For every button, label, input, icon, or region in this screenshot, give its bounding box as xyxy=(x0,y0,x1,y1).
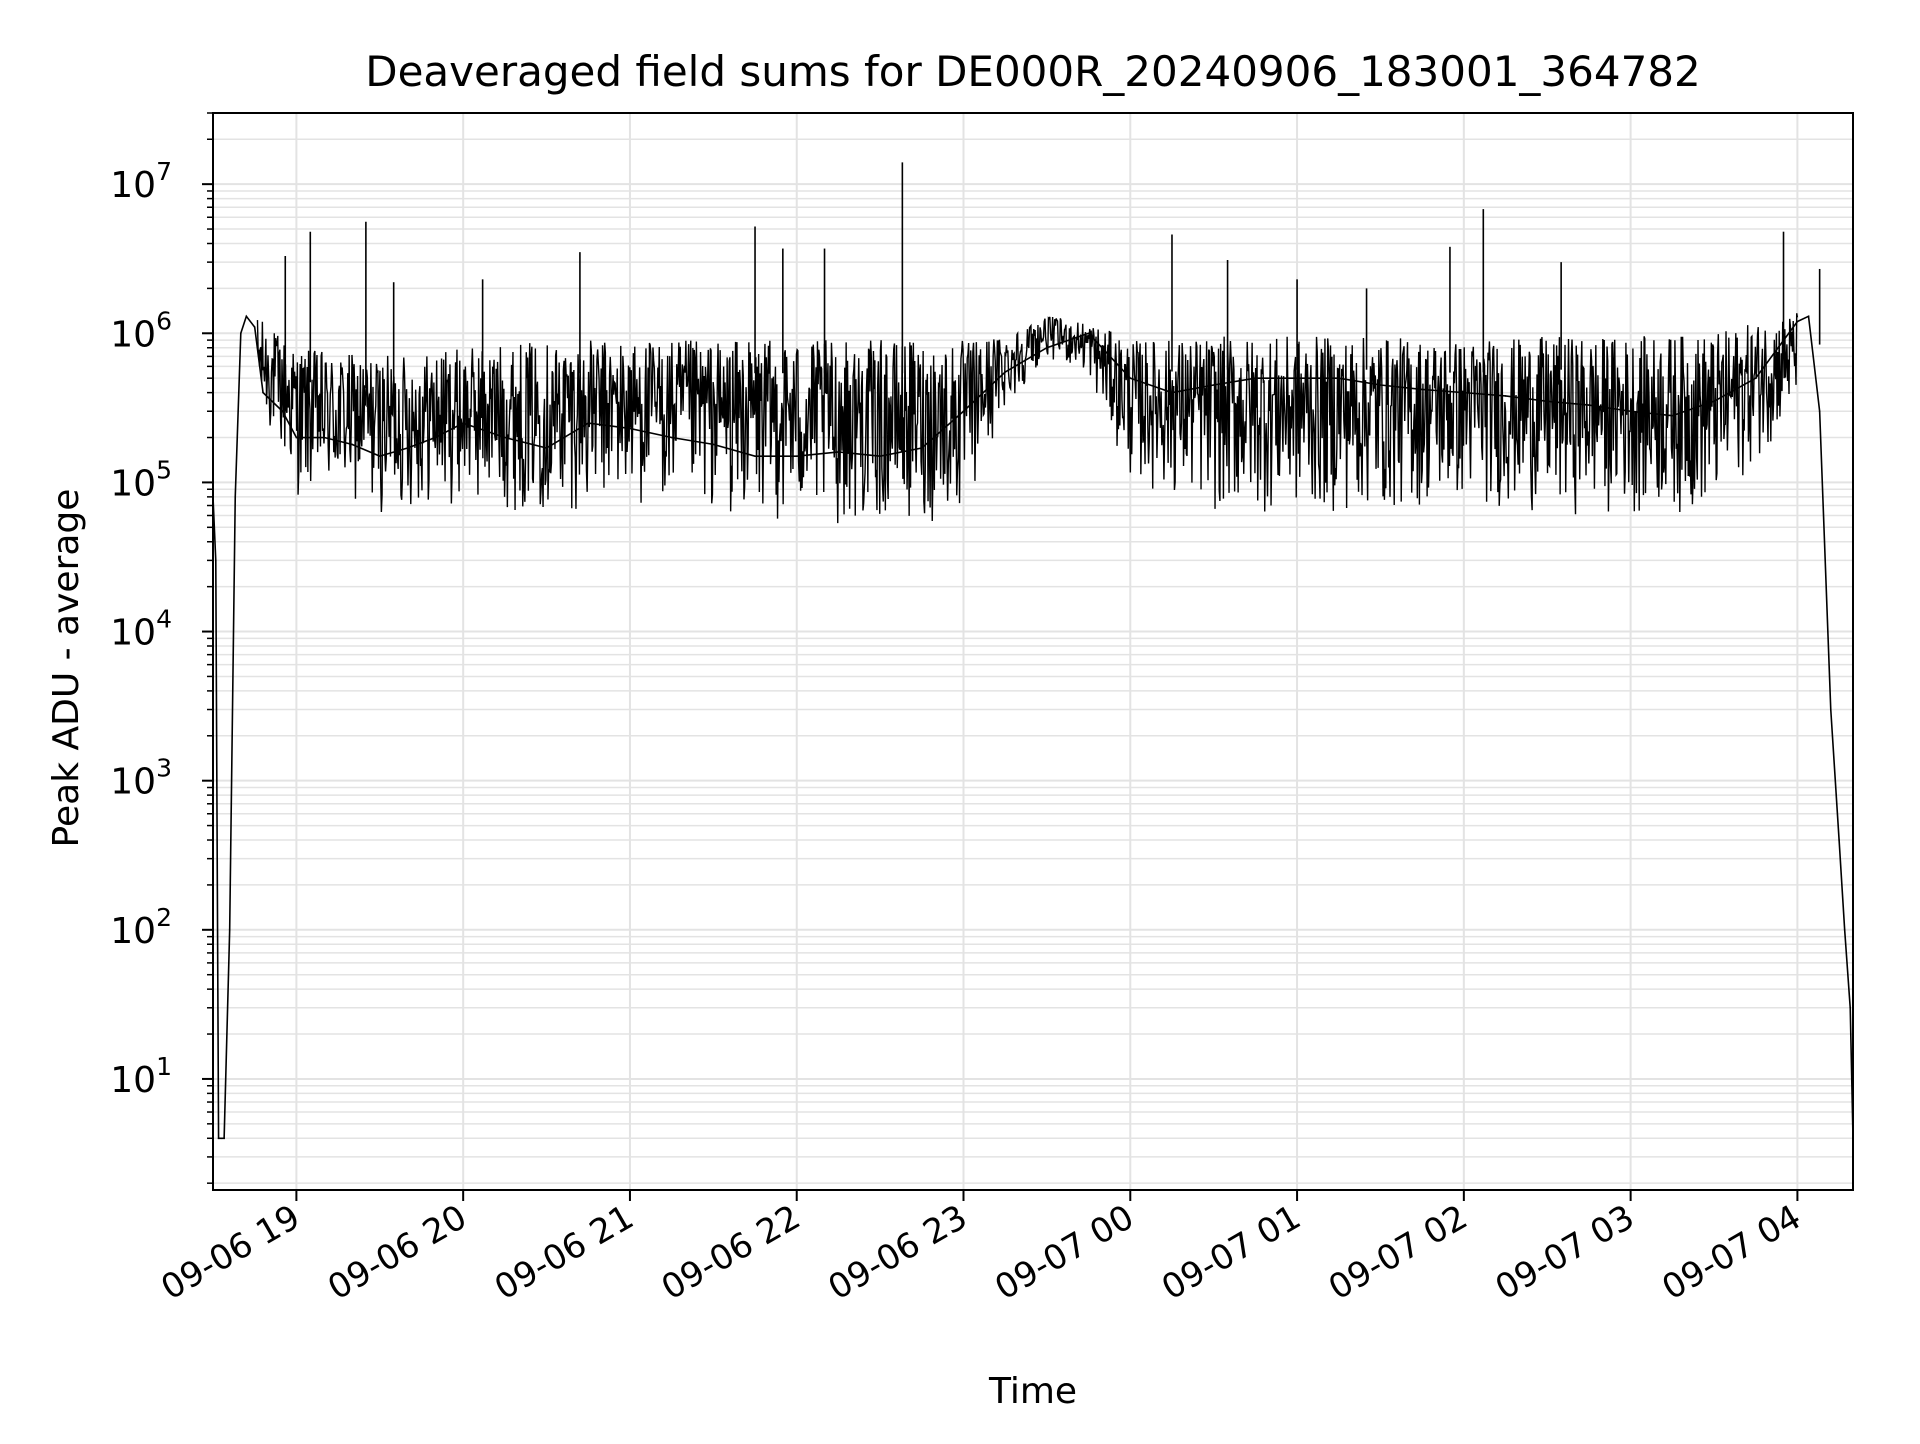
data-point xyxy=(245,315,248,318)
data-point xyxy=(1807,315,1810,318)
data-point xyxy=(295,436,298,439)
y-tick-label: 104 xyxy=(110,605,172,654)
data-point xyxy=(262,391,264,394)
data-point xyxy=(1421,388,1423,391)
data-point xyxy=(879,455,881,457)
data-point xyxy=(1818,410,1821,413)
data-point xyxy=(962,410,965,413)
data-point xyxy=(837,451,840,453)
data-point xyxy=(281,410,284,413)
data-point xyxy=(1754,377,1757,379)
series-line xyxy=(212,314,1854,1140)
data-point xyxy=(795,455,798,457)
data-point xyxy=(504,436,506,439)
data-point xyxy=(462,422,464,424)
y-tick-label: 101 xyxy=(110,1052,172,1101)
data-point xyxy=(1463,391,1465,394)
data-point xyxy=(228,929,231,931)
y-axis-label: Peak ADU - average xyxy=(46,489,87,848)
data-point xyxy=(1546,400,1549,403)
data-point xyxy=(323,436,325,439)
data-point xyxy=(1849,1006,1852,1009)
y-tick-label: 105 xyxy=(110,455,172,504)
data-point xyxy=(1004,371,1007,373)
data-point xyxy=(1796,320,1799,323)
chart-title: Deaveraged field sums for DE000R_2024090… xyxy=(365,47,1701,96)
data-point xyxy=(1504,395,1507,397)
y-tick-label: 103 xyxy=(110,754,172,803)
data-point xyxy=(220,1137,223,1140)
data-point xyxy=(378,455,381,457)
data-point xyxy=(1843,929,1846,931)
plot-frame xyxy=(212,112,1854,1191)
data-point xyxy=(1337,377,1340,379)
data-point xyxy=(253,326,256,328)
x-axis-label: Time xyxy=(988,1371,1077,1412)
data-point xyxy=(754,455,756,457)
data-layer xyxy=(212,162,1854,1140)
data-point xyxy=(1829,708,1832,711)
data-point xyxy=(223,1137,225,1140)
data-point xyxy=(214,559,217,562)
data-point xyxy=(1713,400,1715,403)
data-point xyxy=(1379,384,1382,386)
data-point xyxy=(217,1137,220,1140)
data-point xyxy=(587,422,590,424)
data-point xyxy=(1671,414,1674,417)
data-point xyxy=(406,447,409,449)
data-point xyxy=(434,436,437,439)
data-point xyxy=(1087,332,1090,335)
data-point xyxy=(1046,346,1048,349)
data-point xyxy=(239,332,242,335)
data-point xyxy=(629,427,631,430)
data-point xyxy=(545,447,548,449)
data-point xyxy=(670,436,673,439)
data-point xyxy=(1629,410,1632,413)
data-point xyxy=(1588,404,1590,406)
data-point xyxy=(1254,377,1257,379)
data-point xyxy=(234,496,237,498)
y-tick-label: 106 xyxy=(110,306,172,355)
data-point xyxy=(712,443,715,446)
data-point xyxy=(351,443,353,446)
data-point xyxy=(1212,384,1215,386)
y-tick-label: 102 xyxy=(110,903,172,952)
data-point xyxy=(1296,377,1298,379)
data-point xyxy=(1129,377,1132,379)
data-point xyxy=(921,447,923,449)
series-noise-trace xyxy=(256,313,1799,524)
y-tick-label: 107 xyxy=(110,157,172,206)
data-point xyxy=(1838,839,1840,841)
data-point xyxy=(1171,391,1173,394)
